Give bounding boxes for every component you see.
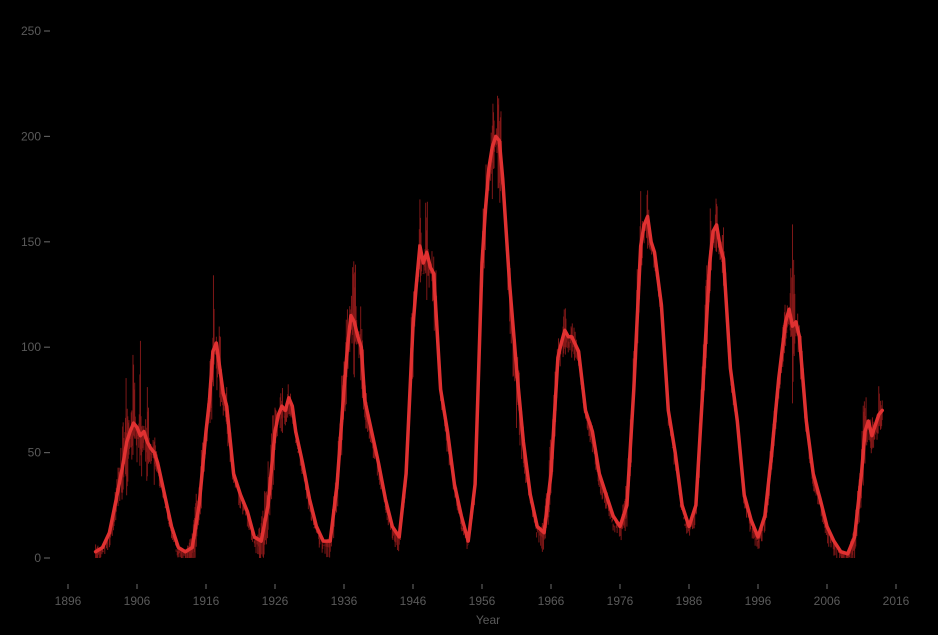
x-tick-label: 1946 xyxy=(400,594,427,608)
x-tick-label: 1906 xyxy=(124,594,151,608)
series-smoothed-line xyxy=(93,134,884,556)
x-tick-label: 1986 xyxy=(676,594,703,608)
x-tick-label: 1966 xyxy=(538,594,565,608)
y-tick-label: 0 xyxy=(34,551,41,565)
y-tick-label: 50 xyxy=(28,446,42,460)
y-tick-label: 250 xyxy=(21,24,41,38)
x-tick-label: 2016 xyxy=(883,594,910,608)
x-axis-title: Year xyxy=(476,613,500,627)
x-tick-label: 1996 xyxy=(745,594,772,608)
x-tick-label: 1976 xyxy=(607,594,634,608)
x-axis: 1896 1906 1916 1926 1936 1946 1956 1966 1976 1986… xyxy=(55,584,910,608)
plot-area xyxy=(93,95,884,558)
x-tick-label: 1926 xyxy=(262,594,289,608)
y-tick-label: 200 xyxy=(21,129,41,143)
x-tick-label: 1936 xyxy=(331,594,358,608)
x-tick-label: 1916 xyxy=(193,594,220,608)
y-axis: 0 50 100 150 200 250 xyxy=(21,24,50,565)
x-tick-label: 1956 xyxy=(469,594,496,608)
x-tick-label: 2006 xyxy=(814,594,841,608)
y-tick-label: 150 xyxy=(21,235,41,249)
y-tick-label: 100 xyxy=(21,340,41,354)
x-tick-label: 1896 xyxy=(55,594,82,608)
